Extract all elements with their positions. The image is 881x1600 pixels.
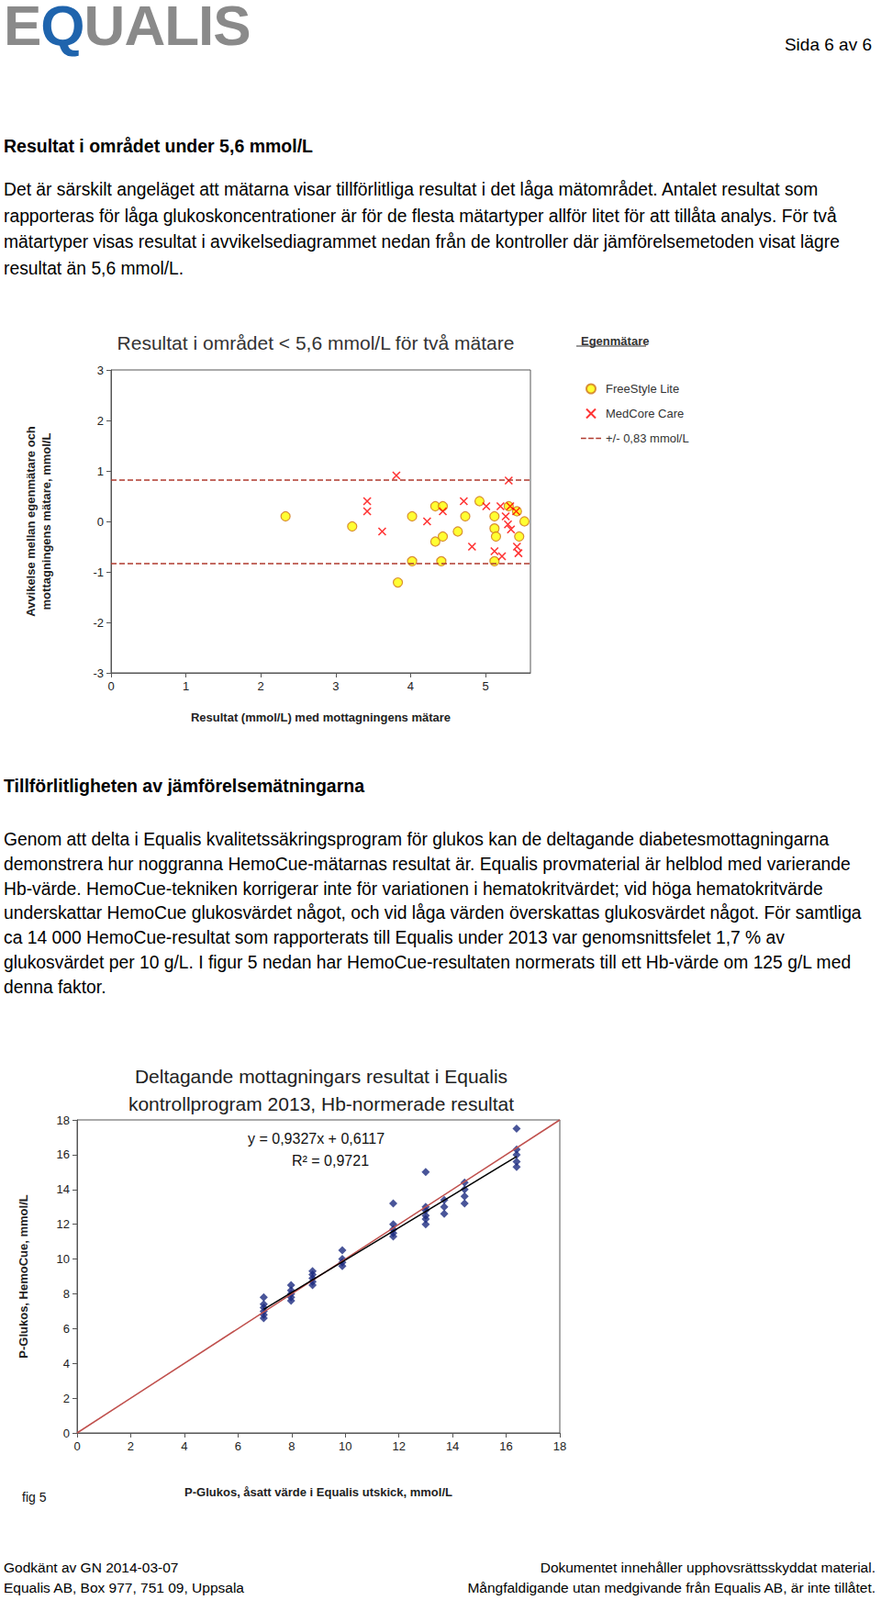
html-text:Tillförlitligheten av jämförel: Tillförlitligheten av jämförelsemätninga… <box>3 775 365 796</box>
svg-text:18: 18 <box>553 1438 567 1453</box>
svg-text:4: 4 <box>180 1438 188 1453</box>
svg-text:Resultat i området < 5,6 mmol/: Resultat i området < 5,6 mmol/L för två … <box>117 332 515 354</box>
svg-text:6: 6 <box>234 1438 242 1453</box>
svg-text:Egenmätare: Egenmätare <box>580 334 649 348</box>
svg-text:10: 10 <box>56 1251 70 1266</box>
svg-text:2: 2 <box>257 679 265 693</box>
svg-text:fig 5: fig 5 <box>22 1489 47 1505</box>
svg-text:14: 14 <box>446 1438 459 1453</box>
svg-text:3: 3 <box>97 363 104 378</box>
svg-text:2: 2 <box>63 1391 70 1406</box>
html-text:Genom att delta i Equalis kval: Genom att delta i Equalis kvalitetssäkri… <box>3 829 862 997</box>
svg-text:mottagningens mätare, mmol/L: mottagningens mätare, mmol/L <box>39 433 54 611</box>
svg-text:10: 10 <box>338 1438 352 1453</box>
svg-text:0: 0 <box>73 1438 80 1453</box>
html-text:Resultat i området under 5,6 m: Resultat i området under 5,6 mmol/L <box>3 135 313 157</box>
svg-text:-3: -3 <box>92 666 104 681</box>
svg-text:16: 16 <box>499 1438 513 1453</box>
svg-text:0: 0 <box>63 1426 70 1440</box>
html-text:Dokumentet innehåller upphovsr: Dokumentet innehåller upphovsrättsskydda… <box>540 1559 876 1575</box>
svg-text:kontrollprogram 2013, Hb-norme: kontrollprogram 2013, Hb-normerade resul… <box>128 1092 514 1115</box>
html-text:Equalis AB, Box 977, 751 09, U: Equalis AB, Box 977, 751 09, Uppsala <box>3 1579 245 1595</box>
svg-text:1: 1 <box>182 679 190 693</box>
svg-text:P-Glukos, åsatt värde i Equali: P-Glukos, åsatt värde i Equalis utskick,… <box>184 1484 453 1499</box>
svg-text:12: 12 <box>391 1438 405 1453</box>
svg-text:FreeStyle Lite: FreeStyle Lite <box>605 381 680 396</box>
svg-text:-2: -2 <box>92 615 104 630</box>
svg-text:Resultat (mmol/L) med mottagni: Resultat (mmol/L) med mottagningens mäta… <box>190 710 451 725</box>
svg-text:8: 8 <box>288 1438 295 1453</box>
svg-text:+/- 0,83 mmol/L: +/- 0,83 mmol/L <box>605 431 690 446</box>
svg-text:18: 18 <box>56 1113 70 1127</box>
html-text:Sida 6 av 6: Sida 6 av 6 <box>784 34 872 55</box>
svg-text:4: 4 <box>63 1356 70 1371</box>
svg-text:16: 16 <box>56 1147 70 1161</box>
svg-text:4: 4 <box>407 679 414 693</box>
svg-text:Deltagande mottagningars resul: Deltagande mottagningars resultat i Equa… <box>134 1065 508 1087</box>
svg-text:14: 14 <box>56 1182 70 1196</box>
svg-text:3: 3 <box>332 679 339 693</box>
svg-text:y = 0,9327x + 0,6117: y = 0,9327x + 0,6117 <box>247 1130 385 1147</box>
svg-text:-1: -1 <box>92 565 104 580</box>
svg-text:0: 0 <box>107 679 114 693</box>
svg-text:Avvikelse mellan egenmätare oc: Avvikelse mellan egenmätare och <box>23 425 38 617</box>
html-text:Godkänt av GN 2014-03-07: Godkänt av GN 2014-03-07 <box>3 1559 179 1575</box>
svg-text:2: 2 <box>127 1438 134 1453</box>
svg-text:R² = 0,9721: R² = 0,9721 <box>291 1152 369 1169</box>
svg-text:5: 5 <box>481 679 489 693</box>
svg-text:12: 12 <box>56 1216 70 1231</box>
html-text:Det är särskilt angeläget att: Det är särskilt angeläget att mätarna vi… <box>3 179 840 278</box>
html-text:Mångfaldigande utan medgivande: Mångfaldigande utan medgivande från Equa… <box>467 1579 876 1595</box>
svg-text:1: 1 <box>97 464 104 479</box>
svg-text:MedCore Care: MedCore Care <box>605 406 684 421</box>
svg-text:P-Glukos, HemoCue, mmol/L: P-Glukos, HemoCue, mmol/L <box>16 1193 31 1358</box>
svg-text:0: 0 <box>97 514 104 529</box>
svg-text:2: 2 <box>97 413 104 428</box>
svg-text:6: 6 <box>63 1321 70 1336</box>
svg-text:8: 8 <box>63 1286 70 1301</box>
